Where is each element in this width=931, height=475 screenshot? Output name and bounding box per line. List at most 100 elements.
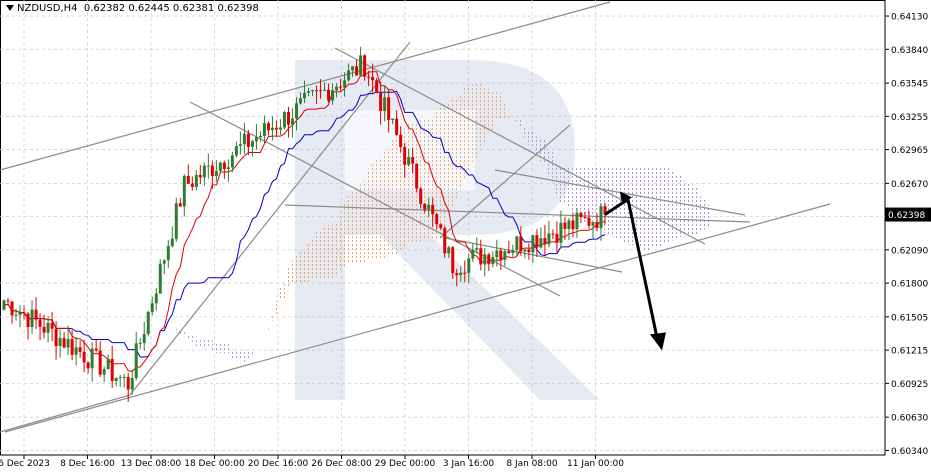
candle-bull xyxy=(283,112,286,127)
cloud-bear-segment xyxy=(248,350,252,360)
cloud-bull-segment xyxy=(321,225,325,278)
cloud-bear-segment xyxy=(677,175,681,238)
candle-bull xyxy=(251,141,254,147)
candle-bull xyxy=(547,234,550,245)
y-tick-label: 0.62670 xyxy=(891,180,928,190)
candle-bull xyxy=(183,176,186,206)
cloud-bull-segment xyxy=(108,304,112,305)
candle-bear xyxy=(455,273,458,275)
y-tick-label: 0.63545 xyxy=(891,80,928,90)
cloud-bull-segment xyxy=(292,256,296,283)
cloud-bear-segment xyxy=(212,340,216,354)
open-value: 0.62382 xyxy=(84,3,125,14)
candle-bull xyxy=(599,206,602,228)
candle-bull xyxy=(495,251,498,258)
candle-bear xyxy=(51,323,54,329)
cloud-bear-segment xyxy=(557,163,561,204)
cloud-bull-segment xyxy=(381,151,385,259)
cloud-bull-segment xyxy=(264,329,268,331)
forecast-arrowhead-icon xyxy=(650,332,666,350)
candle-bull xyxy=(255,137,258,141)
candle-bull xyxy=(3,301,6,310)
cloud-bear-segment xyxy=(649,167,653,250)
candle-bull xyxy=(575,213,578,229)
cloud-bear-segment xyxy=(192,335,196,346)
candle-bear xyxy=(399,135,402,147)
candle-bull xyxy=(591,222,594,226)
candle-bear xyxy=(315,90,318,91)
candle-bear xyxy=(211,166,214,176)
cloud-bull-segment xyxy=(305,244,309,284)
cloud-bear-segment xyxy=(665,167,669,242)
candle-bear xyxy=(507,251,510,253)
candle-bear xyxy=(487,254,490,264)
cloud-bear-segment xyxy=(220,343,224,354)
y-tick-label: 0.63255 xyxy=(891,113,928,123)
cloud-bull-segment xyxy=(276,287,280,314)
cloud-bull-segment xyxy=(461,86,465,188)
x-tick-label: 20 Dec 16:00 xyxy=(248,459,309,469)
x-tick-label: 13 Dec 08:00 xyxy=(121,459,182,469)
cloud-bull-segment xyxy=(497,91,501,119)
cloud-bear-segment xyxy=(184,331,188,338)
cloud-bull-segment xyxy=(325,225,329,278)
candle-bull xyxy=(475,248,478,250)
cloud-bull-segment xyxy=(409,122,413,241)
candle-bear xyxy=(395,119,398,135)
candle-bull xyxy=(295,103,298,118)
candle-bear xyxy=(179,203,182,206)
y-tick-label: 0.62090 xyxy=(891,246,928,256)
candle-bull xyxy=(559,223,562,243)
high-value: 0.62445 xyxy=(128,3,169,14)
candle-bull xyxy=(119,377,122,378)
candle-bull xyxy=(503,251,506,260)
cloud-bull-segment xyxy=(284,266,288,299)
candle-bull xyxy=(59,338,62,346)
cloud-bear-segment xyxy=(549,152,553,181)
cloud-bull-segment xyxy=(309,238,313,283)
cloud-bull-segment xyxy=(397,132,401,254)
candle-bull xyxy=(31,310,34,327)
candle-bear xyxy=(247,134,250,147)
candle-bear xyxy=(551,234,554,235)
x-tick-label: 11 Jan 00:00 xyxy=(567,459,624,469)
cloud-bull-segment xyxy=(469,83,473,170)
candle-bear xyxy=(63,338,66,347)
candle-bear xyxy=(267,123,270,130)
candle-bull xyxy=(447,247,450,253)
candle-bear xyxy=(403,147,406,165)
candle-bull xyxy=(151,303,154,312)
cloud-bear-segment xyxy=(657,167,661,248)
candle-bear xyxy=(479,248,482,264)
candle-bull xyxy=(123,377,126,378)
cloud-bull-segment xyxy=(260,331,264,345)
candle-bull xyxy=(307,91,310,93)
candle-bull xyxy=(351,66,354,70)
candle-bull xyxy=(459,273,462,275)
cloud-bear-segment xyxy=(653,167,657,248)
candle-bear xyxy=(11,301,14,315)
cloud-bear-segment xyxy=(577,167,581,220)
cloud-bull-segment xyxy=(353,186,357,263)
cloud-bull-segment xyxy=(341,201,345,272)
cloud-bull-segment xyxy=(288,260,292,288)
candle-bear xyxy=(519,236,522,251)
candle-bull xyxy=(383,97,386,111)
candle-bull xyxy=(215,171,218,176)
cloud-bear-segment xyxy=(669,167,673,242)
cloud-bear-segment xyxy=(244,350,248,362)
candle-bear xyxy=(319,90,322,91)
cloud-bull-segment xyxy=(477,82,481,157)
candle-bull xyxy=(359,55,362,75)
cloud-bear-segment xyxy=(693,186,697,235)
cloud-bear-segment xyxy=(585,167,589,224)
cloud-bear-segment xyxy=(645,167,649,250)
candle-bull xyxy=(299,98,302,103)
cloud-bull-segment xyxy=(317,231,321,277)
candle-bull xyxy=(143,334,146,343)
candle-bear xyxy=(39,320,42,327)
candle-bull xyxy=(491,257,494,264)
symbol-menu-icon[interactable] xyxy=(6,5,14,11)
